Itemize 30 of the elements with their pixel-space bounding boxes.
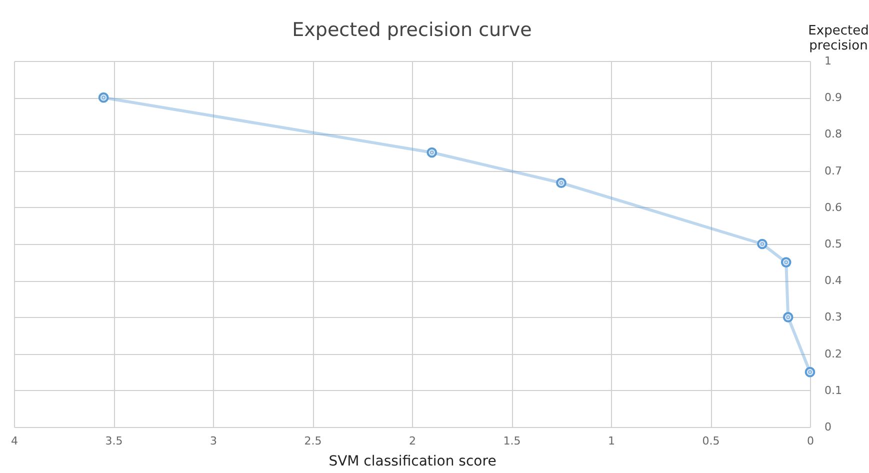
x-tick-label: 4 <box>11 434 18 448</box>
y-tick-label: 0.9 <box>824 91 842 104</box>
y-tick-label: 0.5 <box>824 238 842 250</box>
chart-title: Expected precision curve <box>292 19 532 41</box>
y-axis-title: Expected precision <box>808 24 869 54</box>
y-tick-label: 0 <box>824 420 832 434</box>
x-tick-label: 1.5 <box>503 434 521 448</box>
x-tick-label: 3.5 <box>105 434 123 448</box>
x-tick-label: 1 <box>608 434 615 448</box>
y-tick-label: 0.2 <box>824 347 842 360</box>
y-tick-label: 1 <box>824 54 832 68</box>
x-tick-label: 3 <box>210 434 217 448</box>
point <box>556 178 566 188</box>
point <box>804 366 816 378</box>
x-tick-label: 0.5 <box>702 434 720 448</box>
y-tick-label: 0.3 <box>824 310 842 324</box>
y-tick-label: 0.6 <box>824 200 842 214</box>
y-tick-label: 0.4 <box>824 274 842 288</box>
point <box>782 312 794 322</box>
point <box>757 238 768 250</box>
x-tick-label: 2.5 <box>304 434 322 448</box>
x-axis-title: SVM classification score <box>328 454 496 470</box>
point <box>780 257 792 268</box>
y-tick-label: 0.8 <box>824 128 842 141</box>
point <box>426 147 438 158</box>
point <box>98 92 109 103</box>
y-tick-label: 0.7 <box>824 164 842 178</box>
x-tick-label: 2 <box>409 434 416 448</box>
y-tick-label: 0.1 <box>824 384 842 397</box>
x-tick-label: 0 <box>807 434 814 448</box>
